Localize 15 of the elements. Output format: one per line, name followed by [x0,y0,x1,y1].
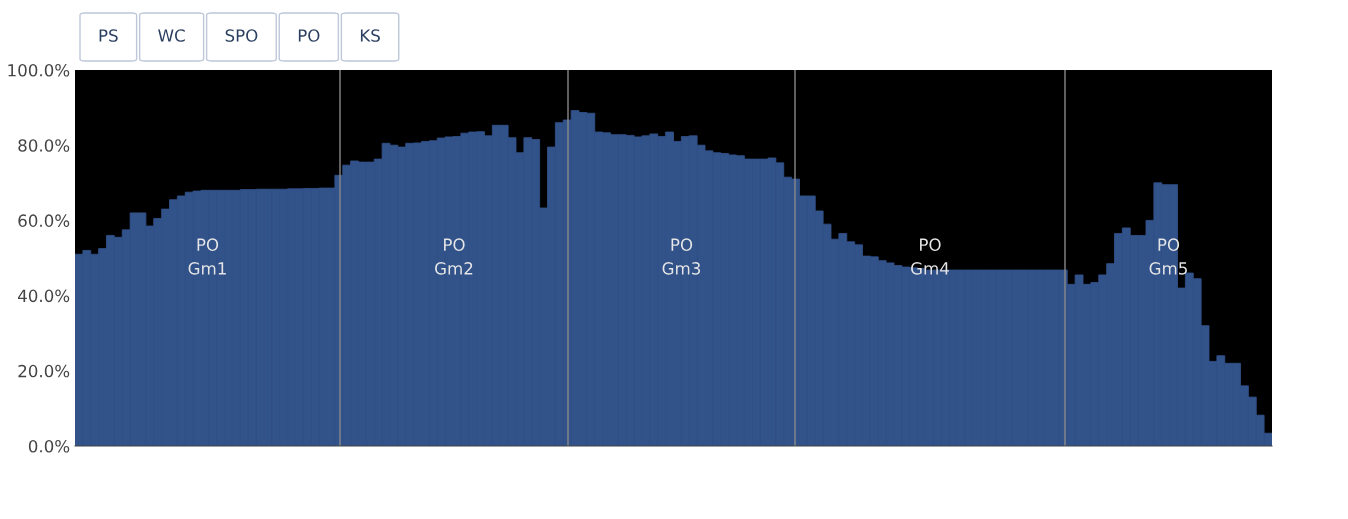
annotation: PO Gm3 [662,238,701,275]
annotation: PO Gm1 [188,238,226,275]
text: WC [158,29,185,42]
text: SPO [225,29,258,42]
y-tick-label: 0.0% [28,439,70,453]
text: PO [298,29,320,42]
annotation: PO Gm2 [435,238,473,275]
y-tick-label: 60.0% [18,214,70,227]
y-tick-label: 20.0% [18,364,70,378]
text: KS [360,29,380,42]
y-tick-label: 80.0% [18,139,70,152]
y-tick-label: 100.0% [8,63,70,77]
annotation: PO Gm4 [911,238,949,275]
text: PS [99,29,118,42]
y-tick-label: 40.0% [18,289,70,303]
